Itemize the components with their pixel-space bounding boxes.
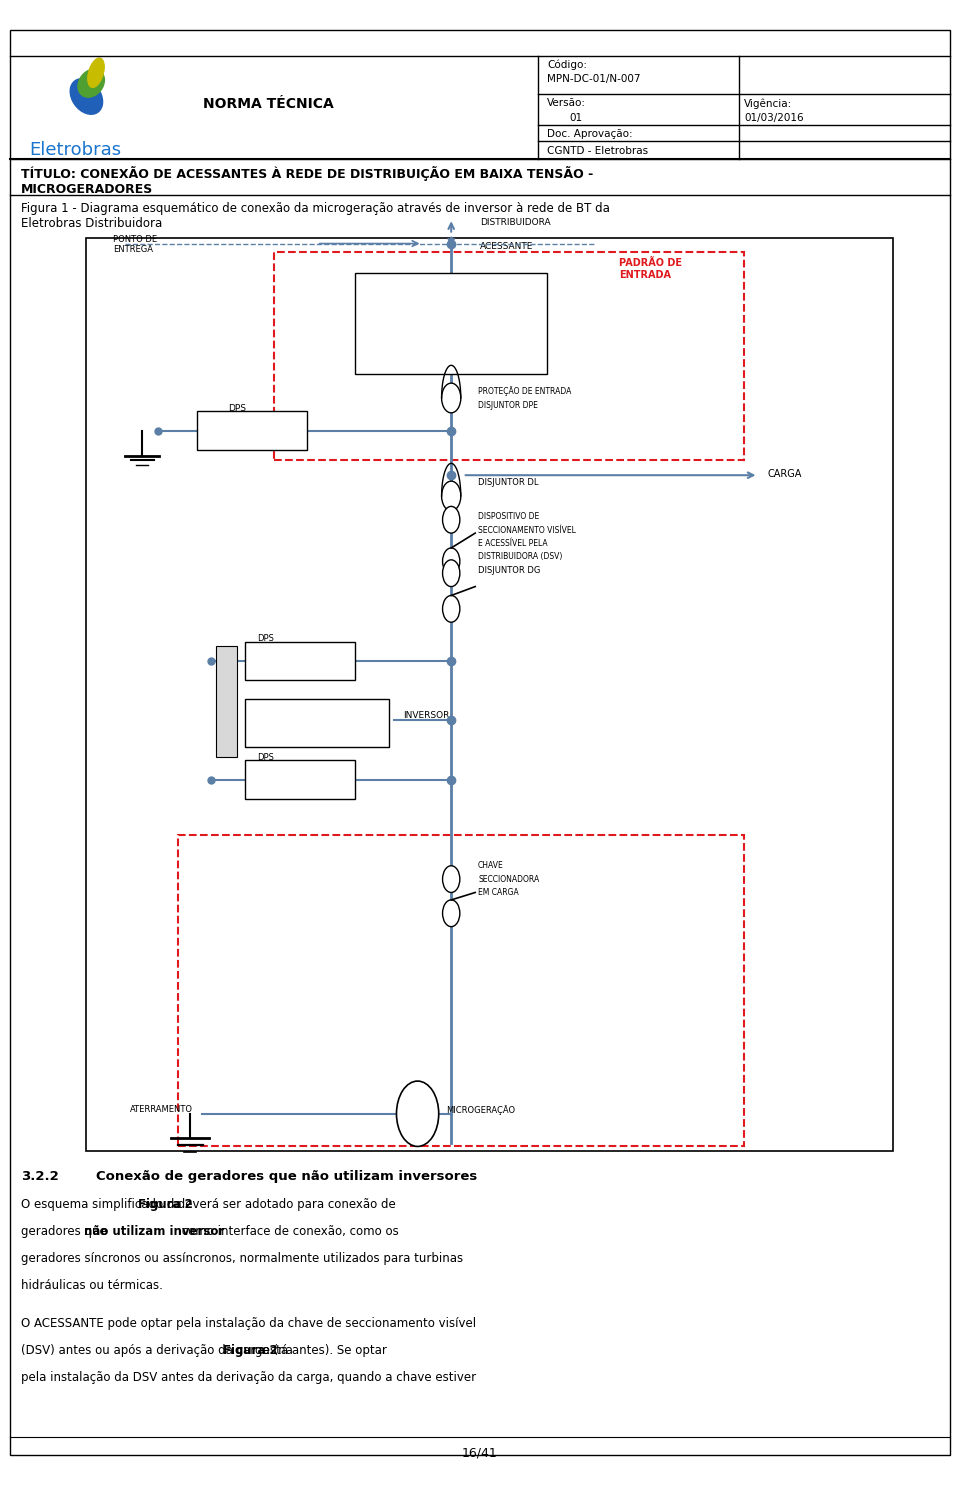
Circle shape — [443, 900, 460, 927]
Text: DPS: DPS — [228, 404, 247, 413]
Text: Versão:: Versão: — [547, 98, 587, 108]
Ellipse shape — [78, 70, 105, 97]
Circle shape — [443, 866, 460, 892]
Text: DISPOSITIVO DE: DISPOSITIVO DE — [478, 512, 540, 521]
Text: MEDIDOR: MEDIDOR — [430, 312, 472, 321]
Bar — [86, 238, 893, 1151]
Circle shape — [443, 595, 460, 622]
Circle shape — [443, 560, 460, 587]
Bar — [245, 760, 355, 799]
Text: DPS: DPS — [257, 753, 275, 762]
Text: SECCIONADORA: SECCIONADORA — [478, 875, 540, 884]
Text: DPS: DPS — [257, 634, 275, 643]
Text: EM CARGA: EM CARGA — [478, 888, 518, 897]
Text: geradores que: geradores que — [21, 1225, 110, 1238]
Text: Vigência:: Vigência: — [744, 98, 792, 108]
Text: PROTEÇÃO DE ENTRADA: PROTEÇÃO DE ENTRADA — [478, 386, 571, 396]
Text: MICROGERADORES: MICROGERADORES — [21, 183, 154, 196]
Text: NORMA TÉCNICA: NORMA TÉCNICA — [204, 97, 334, 110]
Text: está antes). Se optar: está antes). Se optar — [259, 1344, 387, 1357]
Text: Eletrobras: Eletrobras — [29, 141, 121, 159]
Text: pela instalação da DSV antes da derivação da carga, quando a chave estiver: pela instalação da DSV antes da derivaçã… — [21, 1371, 476, 1384]
Text: geradores síncronos ou assíncronos, normalmente utilizados para turbinas: geradores síncronos ou assíncronos, norm… — [21, 1252, 464, 1265]
Text: INVERSOR: INVERSOR — [403, 711, 449, 720]
Circle shape — [442, 383, 461, 413]
Text: Conexão de geradores que não utilizam inversores: Conexão de geradores que não utilizam in… — [96, 1170, 477, 1184]
Text: PADRÃO DE: PADRÃO DE — [619, 258, 683, 269]
Text: CGNTD - Eletrobras: CGNTD - Eletrobras — [547, 146, 648, 156]
Text: MPN-DC-01/N-007: MPN-DC-01/N-007 — [547, 74, 640, 85]
Text: DISJUNTOR DL: DISJUNTOR DL — [478, 478, 539, 487]
Text: como interface de conexão, como os: como interface de conexão, como os — [179, 1225, 399, 1238]
Text: G: G — [413, 1108, 422, 1118]
Text: CC: CC — [283, 711, 294, 720]
Text: O ACESSANTE pode optar pela instalação da chave de seccionamento visível: O ACESSANTE pode optar pela instalação d… — [21, 1317, 476, 1331]
Circle shape — [443, 506, 460, 533]
Bar — [216, 646, 237, 757]
Text: não utilizam inversor: não utilizam inversor — [84, 1225, 225, 1238]
Bar — [355, 273, 547, 374]
Text: CHAVE: CHAVE — [478, 861, 504, 870]
Text: ENTRADA: ENTRADA — [619, 270, 671, 281]
Bar — [245, 699, 389, 747]
Ellipse shape — [70, 79, 103, 114]
Text: 01: 01 — [569, 113, 583, 123]
Text: (DSV) antes ou após a derivação da carga (na: (DSV) antes ou após a derivação da carga… — [21, 1344, 297, 1357]
Text: SECCIONAMENTO VISÍVEL: SECCIONAMENTO VISÍVEL — [478, 526, 576, 535]
Text: MICROGERAÇÃO: MICROGERAÇÃO — [446, 1105, 516, 1115]
Text: DISJUNTOR DPE: DISJUNTOR DPE — [478, 401, 538, 410]
Text: Figura 2: Figura 2 — [138, 1198, 193, 1212]
Text: 01/03/2016: 01/03/2016 — [744, 113, 804, 123]
Text: ATERRAMENTO: ATERRAMENTO — [130, 1105, 193, 1114]
Text: Eletrobras Distribuidora: Eletrobras Distribuidora — [21, 217, 162, 230]
Bar — [245, 642, 355, 680]
Bar — [274, 252, 744, 460]
Text: DE
O: DE O — [223, 692, 230, 704]
Bar — [178, 835, 744, 1146]
Text: Figura 1 - Diagrama esquemático de conexão da microgeração através de inversor à: Figura 1 - Diagrama esquemático de conex… — [21, 202, 610, 215]
Text: DISTRIBUIDORA: DISTRIBUIDORA — [480, 218, 551, 227]
Text: BIDIRECIONAL: BIDIRECIONAL — [420, 345, 483, 353]
Text: deverá ser adotado para conexão de: deverá ser adotado para conexão de — [174, 1198, 396, 1212]
Text: Código:: Código: — [547, 59, 588, 70]
Text: DISTRIBUIDORA (DSV): DISTRIBUIDORA (DSV) — [478, 552, 563, 561]
Ellipse shape — [87, 58, 105, 88]
Circle shape — [442, 481, 461, 511]
Text: DISJUNTOR DG: DISJUNTOR DG — [478, 566, 540, 575]
Text: PONTO DE: PONTO DE — [113, 235, 157, 244]
Text: Doc. Aprovação:: Doc. Aprovação: — [547, 129, 633, 140]
Text: AC: AC — [257, 647, 269, 656]
Text: Figura 2: Figura 2 — [224, 1344, 278, 1357]
Text: 16/41: 16/41 — [462, 1446, 498, 1460]
Text: TÍTULO: CONEXÃO DE ACESSANTES À REDE DE DISTRIBUIÇÃO EM BAIXA TENSÃO -: TÍTULO: CONEXÃO DE ACESSANTES À REDE DE … — [21, 166, 593, 181]
Text: ACESSANTE: ACESSANTE — [480, 242, 534, 251]
Text: O esquema simplificado da: O esquema simplificado da — [21, 1198, 185, 1212]
Circle shape — [443, 548, 460, 575]
Text: ENTREGA: ENTREGA — [113, 245, 154, 254]
Text: CA: CA — [252, 711, 262, 720]
Text: hidráulicas ou térmicas.: hidráulicas ou térmicas. — [21, 1279, 163, 1292]
Text: 3.2.2: 3.2.2 — [21, 1170, 59, 1184]
Circle shape — [396, 1081, 439, 1146]
Text: CC: CC — [257, 766, 269, 775]
Text: CARGA: CARGA — [768, 469, 803, 480]
Text: E ACESSÍVEL PELA: E ACESSÍVEL PELA — [478, 539, 548, 548]
Bar — [197, 411, 307, 450]
